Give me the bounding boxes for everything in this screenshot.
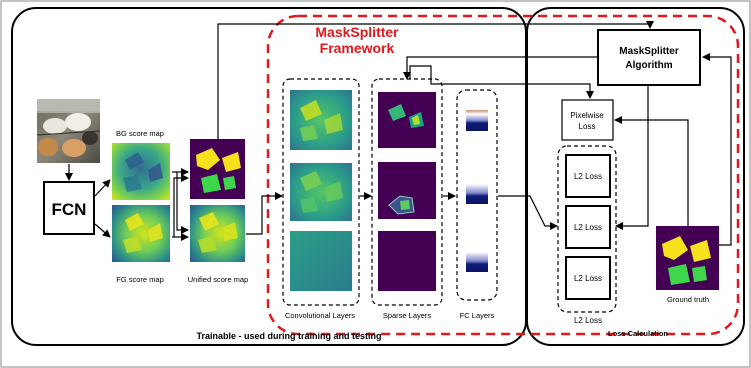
loss-calculation-region bbox=[526, 7, 745, 346]
trainable-label: Trainable - used during training and tes… bbox=[196, 331, 381, 341]
l2-loss-label-3: L2 Loss bbox=[574, 274, 602, 283]
fc-layers-label: FC Layers bbox=[460, 311, 495, 320]
algorithm-label-line2: Algorithm bbox=[625, 60, 672, 71]
arrow-fcn-to-fg bbox=[94, 223, 111, 238]
conv-layers-label: Convolutional Layers bbox=[285, 311, 355, 320]
l2-loss-label-1: L2 Loss bbox=[574, 172, 602, 181]
sparse-layers-label: Sparse Layers bbox=[383, 311, 432, 320]
arrow-unified-to-conv bbox=[246, 192, 283, 235]
pixelwise-loss-line1: Pixelwise bbox=[570, 111, 604, 120]
arrow-sparse-to-pixelwise bbox=[409, 65, 594, 99]
fg-score-map bbox=[112, 205, 170, 262]
l2-loss-group-label: L2 Loss bbox=[574, 316, 602, 325]
arrow-algorithm-to-sparse bbox=[403, 56, 598, 80]
fg-score-map-label: FG score map bbox=[116, 275, 164, 284]
framework-title-line1: MaskSplitter bbox=[315, 24, 399, 40]
arrow-gt-to-algorithm bbox=[702, 53, 732, 246]
input-photo bbox=[36, 99, 101, 163]
conv-map-2 bbox=[290, 163, 352, 221]
fc-vector-3 bbox=[466, 252, 488, 272]
pixelwise-loss-line2: Loss bbox=[579, 122, 596, 131]
l2-loss-group bbox=[557, 145, 617, 313]
arrow-mask-to-algorithm bbox=[217, 21, 654, 139]
conv-map-3 bbox=[290, 231, 352, 291]
conv-map-1 bbox=[290, 90, 352, 150]
arrow-algorithm-to-l2 bbox=[615, 86, 649, 230]
arrow-fc-to-l2 bbox=[498, 195, 558, 230]
fcn-label: FCN bbox=[52, 200, 87, 219]
arrow-fg-to-mask bbox=[173, 174, 189, 237]
framework-title-line2: Framework bbox=[320, 40, 395, 56]
fc-vector-2 bbox=[466, 184, 488, 204]
fc-vector-1 bbox=[466, 110, 488, 131]
sparse-map-2 bbox=[378, 162, 436, 219]
pixelwise-loss-box bbox=[561, 99, 614, 141]
algorithm-box bbox=[597, 29, 701, 86]
arrow-gt-to-pixelwise bbox=[614, 116, 689, 226]
predicted-mask-image bbox=[190, 139, 245, 199]
ground-truth-image bbox=[656, 226, 719, 290]
bg-score-map-label: BG score map bbox=[116, 129, 164, 138]
unified-score-map bbox=[190, 205, 245, 262]
fcn-box bbox=[43, 181, 95, 235]
l2-loss-label-2: L2 Loss bbox=[574, 223, 602, 232]
conv-layers-group bbox=[282, 78, 360, 306]
masksplitter-framework-region bbox=[266, 14, 740, 336]
bg-score-map bbox=[112, 143, 170, 200]
arrow-fcn-to-bg bbox=[94, 179, 111, 197]
loss-calculation-label: Loss Calculation bbox=[608, 329, 668, 338]
unified-score-map-label: Unified score map bbox=[188, 275, 248, 284]
sparse-map-1 bbox=[378, 92, 436, 148]
sparse-map-3 bbox=[378, 231, 436, 291]
algorithm-label-line1: MaskSplitter bbox=[619, 46, 679, 57]
l2-loss-box-2 bbox=[565, 205, 611, 249]
arrow-bg-to-unified bbox=[176, 172, 189, 234]
ground-truth-label: Ground truth bbox=[667, 295, 709, 304]
trainable-region bbox=[11, 7, 527, 346]
l2-loss-box-3 bbox=[565, 256, 611, 300]
l2-loss-box-1 bbox=[565, 154, 611, 198]
fc-layers-group bbox=[456, 89, 498, 301]
